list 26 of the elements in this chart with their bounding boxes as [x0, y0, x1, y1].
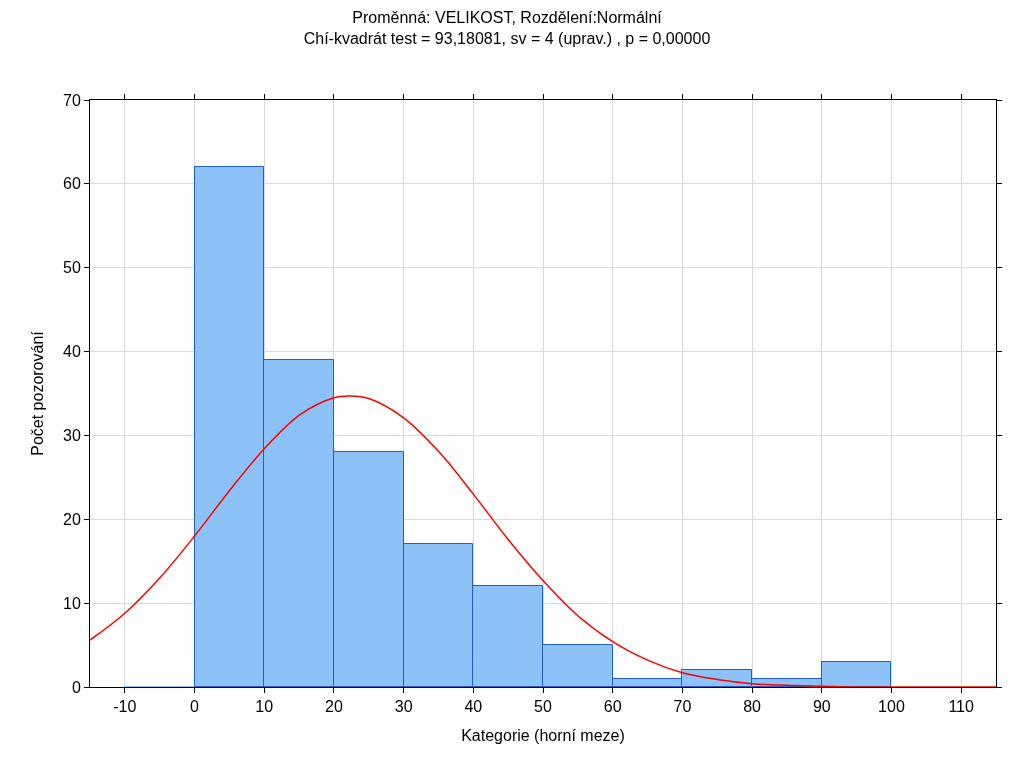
- x-tick-label: 40: [464, 698, 483, 716]
- x-tick-label: -10: [113, 698, 137, 716]
- y-tick-label: 60: [63, 175, 81, 193]
- x-tick-label: 90: [812, 698, 831, 716]
- x-tick-label: 110: [948, 698, 974, 716]
- x-tick-label: 20: [325, 698, 343, 716]
- y-tick-label: 10: [63, 594, 81, 612]
- y-tick-label: 40: [63, 343, 81, 361]
- x-tick-label: 30: [394, 698, 413, 716]
- x-tick-label: 70: [673, 698, 692, 716]
- y-tick-label: 70: [63, 91, 81, 109]
- x-tick-label: 0: [190, 698, 200, 716]
- y-tick-label: 0: [71, 678, 81, 696]
- x-axis-title: Kategorie (horní meze): [461, 726, 625, 744]
- line-series: [90, 395, 996, 687]
- y-axis-title: Počet pozorování: [28, 330, 46, 456]
- x-tick-label: 100: [878, 698, 905, 716]
- y-tick-label: 20: [63, 510, 81, 528]
- x-tick-label: 10: [255, 698, 274, 716]
- x-tick-label: 80: [743, 698, 762, 716]
- chart-subtitle: Chí-kvadrát test = 93,18081, sv = 4 (uprav.) , p = 0,00000: [303, 29, 711, 47]
- chart-title: Proměnná: VELIKOST, Rozdělení:Normální: [352, 9, 663, 27]
- y-tick-label: 30: [63, 427, 81, 445]
- y-tick-label: 50: [63, 259, 81, 277]
- x-tick-label: 50: [534, 698, 552, 716]
- x-tick-label: 60: [603, 698, 622, 716]
